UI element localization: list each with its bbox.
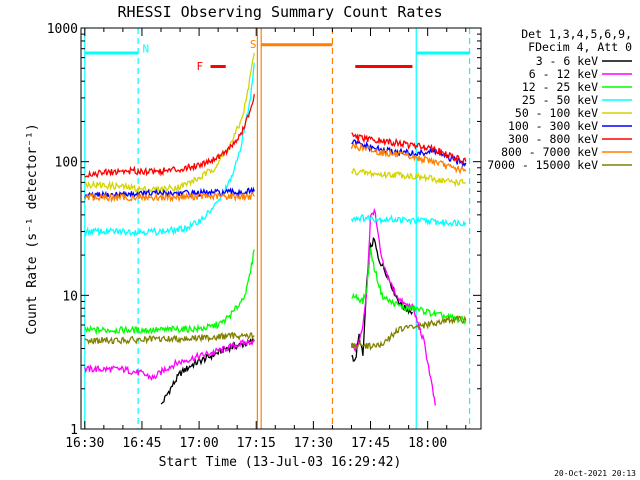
legend-entry: 100 - 300 keV (508, 119, 598, 133)
legend-header-line-2: FDecim 4, Att 0 (528, 40, 632, 54)
y-tick-label: 1000 (47, 22, 78, 37)
series-line (350, 168, 467, 188)
night-label: N (142, 43, 149, 56)
series-line (160, 337, 255, 405)
x-tick-label: 16:45 (122, 436, 161, 451)
chart-title: RHESSI Observing Summary Count Rates (117, 3, 442, 21)
series-line (84, 191, 255, 204)
series-line (350, 315, 467, 351)
legend-entry: 25 - 50 keV (522, 93, 598, 107)
y-tick-label: 10 (62, 289, 78, 304)
x-tick-label: 17:15 (237, 436, 276, 451)
series-line (351, 132, 467, 165)
series-line (84, 249, 255, 336)
series-line (350, 142, 467, 175)
x-axis: 16:30 16:45 17:00 17:15 17:30 17:45 18:00 (65, 28, 467, 451)
x-tick-label: 17:00 (180, 436, 219, 451)
x-tick-label: 17:45 (351, 436, 390, 451)
legend-entry: 800 - 7000 keV (501, 145, 598, 159)
legend-entry: 6 - 12 keV (529, 67, 598, 81)
series-line (84, 337, 255, 381)
x-tick-label: 17:30 (294, 436, 333, 451)
plot-frame (80, 27, 482, 430)
series-lines (84, 52, 467, 406)
x-axis-label: Start Time (13-Jul-03 16:29:42) (159, 455, 402, 470)
series-line (84, 332, 255, 345)
legend-entry: 50 - 100 keV (515, 106, 598, 120)
legend-header-line-1: Det 1,3,4,5,6,9, (521, 27, 632, 41)
series-line (350, 214, 467, 228)
legend-entry: 7000 - 15000 keV (487, 158, 598, 172)
timestamp: 20-Oct-2021 20:13 (554, 469, 636, 478)
legend-entry: 300 - 800 keV (508, 132, 598, 146)
series-line (84, 94, 255, 179)
y-axis-label: Count Rate (s⁻¹ detector⁻¹) (25, 123, 40, 334)
series-line (351, 247, 467, 326)
legend-entry: 3 - 6 keV (536, 54, 598, 68)
y-axis: 1 10 100 1000 (47, 22, 481, 438)
x-tick-label: 18:00 (408, 436, 447, 451)
legend: Det 1,3,4,5,6,9, FDecim 4, Att 0 3 - 6 k… (487, 27, 632, 172)
x-tick-label: 16:30 (65, 436, 104, 451)
saa-label: S (250, 38, 257, 51)
series-line (350, 207, 436, 406)
y-tick-label: 1 (70, 423, 78, 438)
annotations: N S F (84, 28, 471, 429)
legend-entry: 12 - 25 keV (522, 80, 598, 94)
flare-label: F (197, 60, 204, 73)
series-line (84, 62, 255, 238)
y-tick-label: 100 (55, 156, 78, 171)
series-line (351, 139, 467, 168)
